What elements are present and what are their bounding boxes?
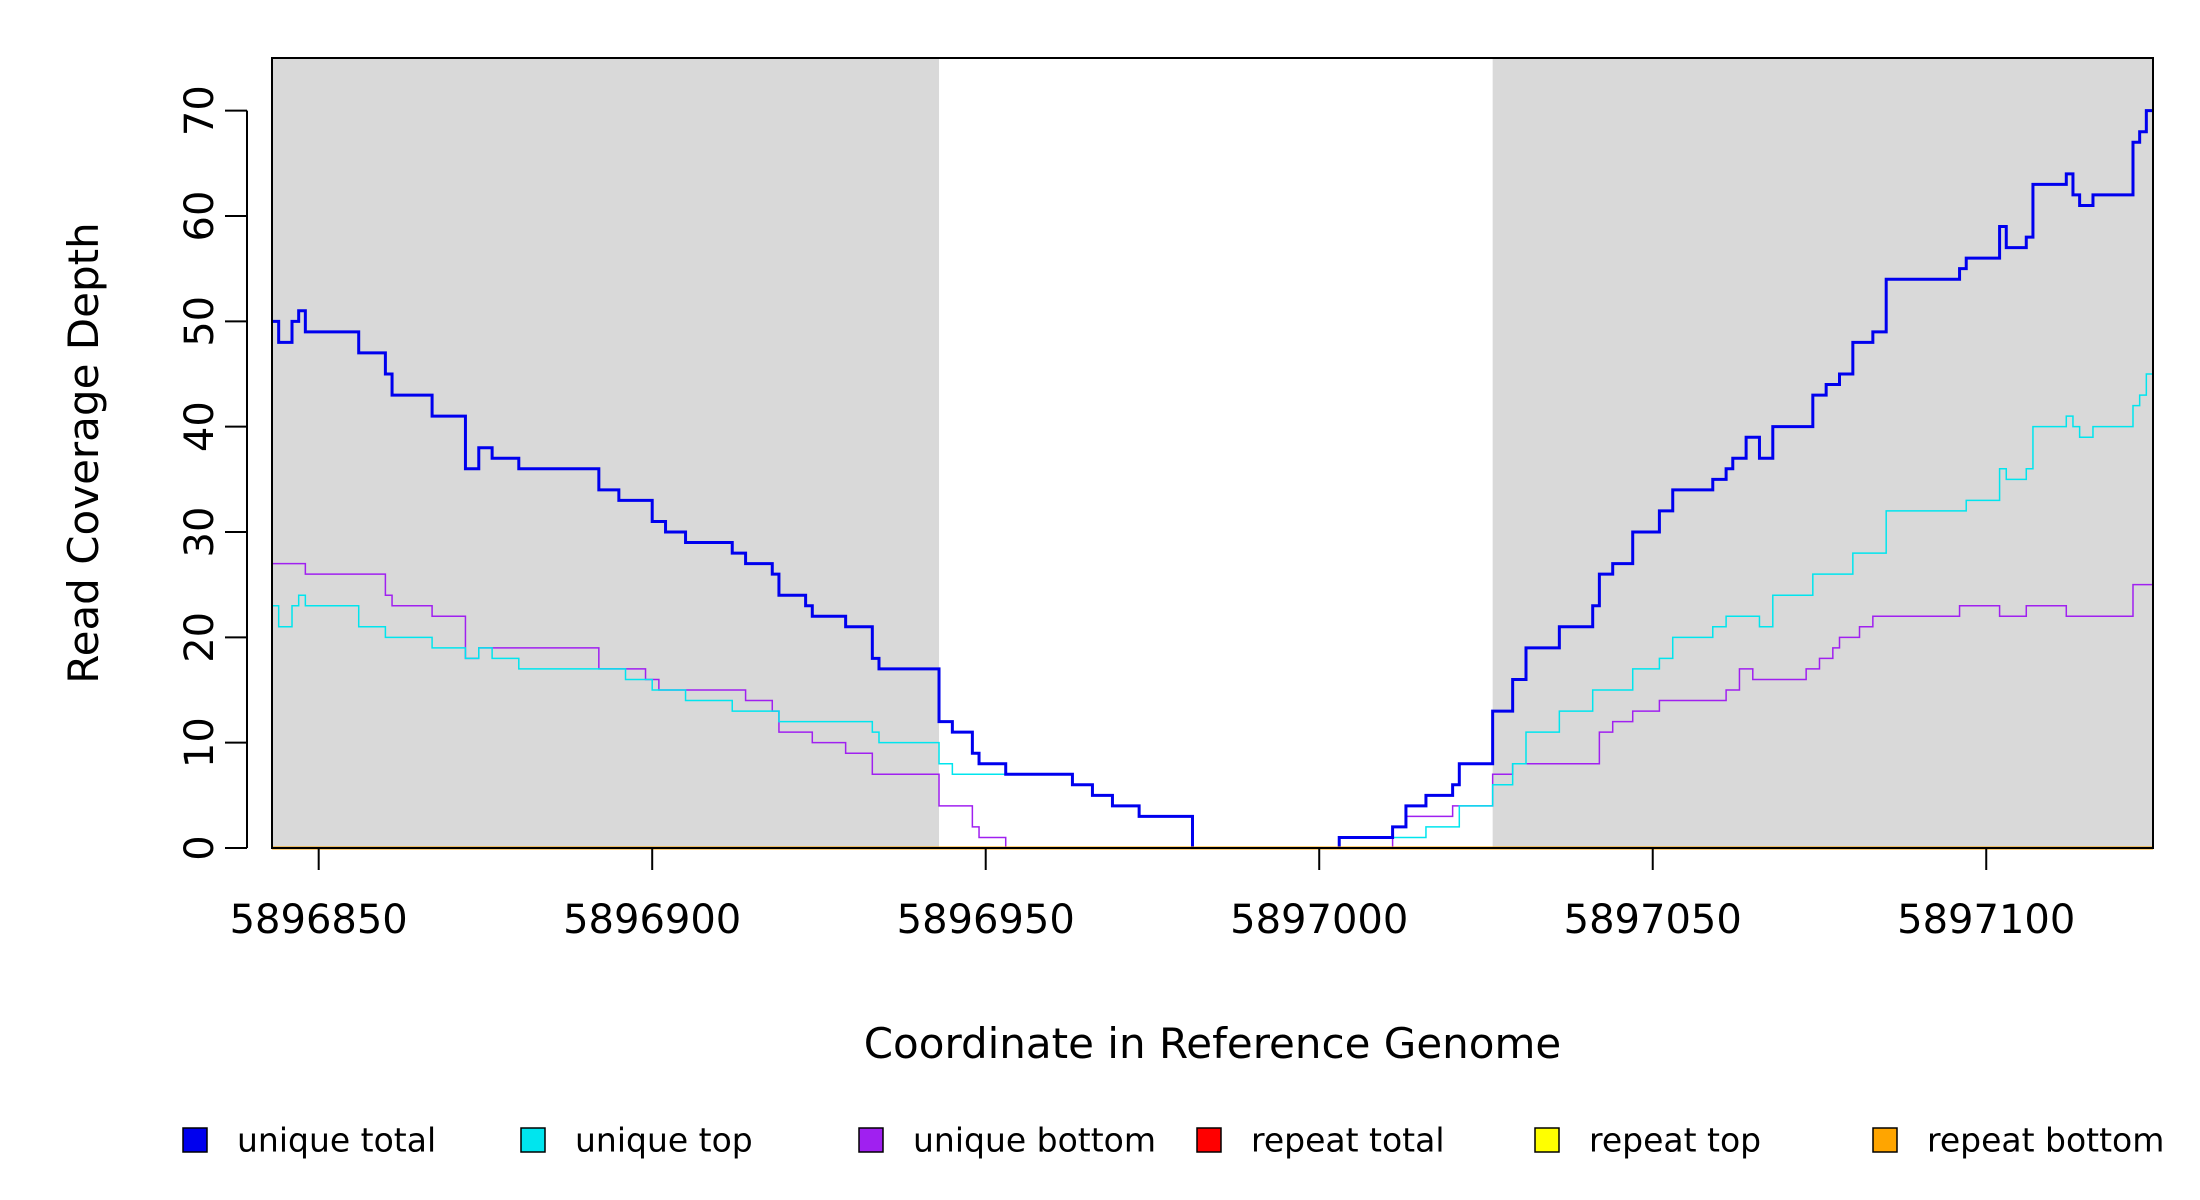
- y-tick-label: 0: [177, 835, 223, 860]
- shaded-region-1: [272, 58, 940, 848]
- legend-swatch: [182, 1127, 208, 1153]
- legend-label: unique total: [237, 1121, 436, 1160]
- legend-item-repeat-bottom: repeat bottom: [1872, 1121, 2164, 1160]
- legend-item-unique-top: unique top: [520, 1121, 753, 1160]
- y-tick-label: 70: [177, 85, 223, 136]
- x-tick-label: 5897100: [1897, 897, 2075, 943]
- x-tick-label: 5896900: [563, 897, 741, 943]
- legend-label: repeat bottom: [1927, 1121, 2164, 1160]
- x-tick-label: 5897000: [1230, 897, 1408, 943]
- x-tick-label: 5896850: [230, 897, 408, 943]
- legend-label: unique bottom: [913, 1121, 1156, 1160]
- series-unique-top: [272, 373, 2153, 849]
- y-tick-label: 60: [177, 191, 223, 242]
- legend-item-unique-bottom: unique bottom: [858, 1121, 1156, 1160]
- legend-swatch: [858, 1127, 884, 1153]
- legend-swatch: [1872, 1127, 1898, 1153]
- y-axis-title: Read Coverage Depth: [59, 222, 108, 683]
- legend-swatch: [520, 1127, 546, 1153]
- y-tick-label: 10: [177, 717, 223, 768]
- legend-swatch: [1196, 1127, 1222, 1153]
- x-axis: 5896850 5896900 5896950 5897000 5897050 58971…: [230, 848, 2075, 943]
- shaded-region-2: [1492, 58, 2153, 848]
- legend-swatch: [1534, 1127, 1560, 1153]
- series-unique-total: [272, 109, 2153, 850]
- x-axis-title: Coordinate in Reference Genome: [864, 1019, 1562, 1068]
- legend-item-repeat-top: repeat top: [1534, 1121, 1761, 1160]
- legend-item-unique-total: unique total: [182, 1121, 436, 1160]
- x-tick-label: 5897050: [1564, 897, 1742, 943]
- x-tick-label: 5896950: [897, 897, 1075, 943]
- legend: unique total unique top unique bottom repea…: [182, 1121, 2164, 1160]
- plot-frame: [271, 57, 2154, 849]
- legend-label: unique top: [575, 1121, 753, 1160]
- y-tick-label: 50: [177, 296, 223, 347]
- legend-label: repeat top: [1589, 1121, 1761, 1160]
- shaded-regions: [272, 58, 2153, 848]
- legend-label: repeat total: [1251, 1121, 1445, 1160]
- y-tick-label: 40: [177, 401, 223, 452]
- legend-item-repeat-total: repeat total: [1196, 1121, 1445, 1160]
- y-tick-label: 20: [177, 612, 223, 663]
- y-axis: 0 10 20 30 40 50 60 70: [177, 85, 248, 861]
- y-tick-label: 30: [177, 507, 223, 558]
